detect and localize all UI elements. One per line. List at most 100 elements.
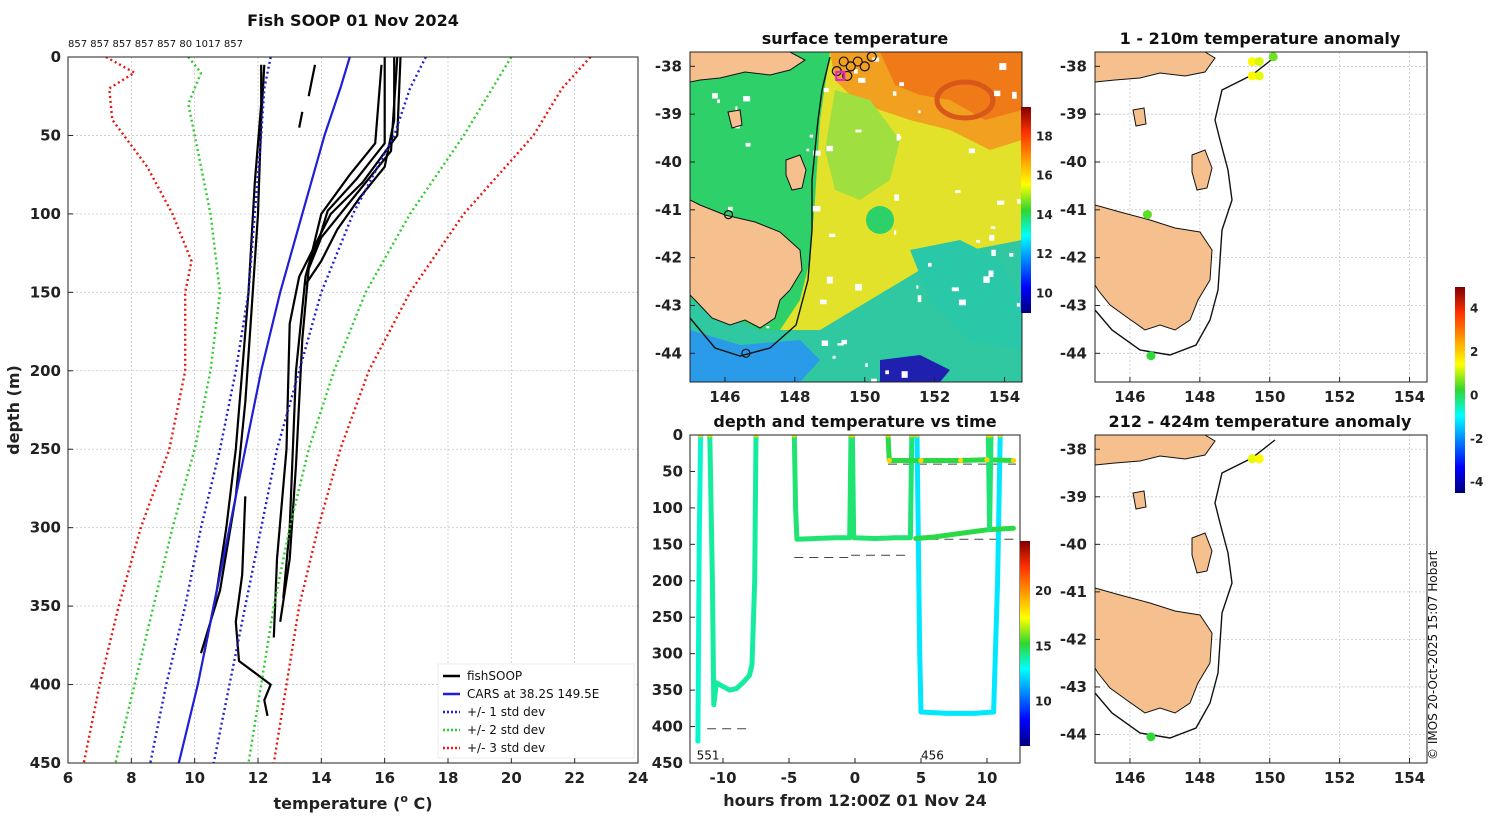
time-track xyxy=(849,435,915,541)
sst-eddy-ring xyxy=(934,79,996,121)
map-ytick-label: -41 xyxy=(1060,201,1087,219)
cloud-gap xyxy=(806,148,810,152)
credit-text: © IMOS 20-Oct-2025 15:07 Hobart xyxy=(1426,550,1440,760)
anom-bottom-points xyxy=(1146,454,1264,742)
cloud-gap xyxy=(826,276,833,284)
cloud-gap xyxy=(809,134,814,138)
xlabel-end: C) xyxy=(408,794,433,813)
time-xtick-label: 5 xyxy=(916,769,926,787)
profile-series xyxy=(82,57,592,763)
map-ytick-label: -39 xyxy=(1060,105,1087,123)
anom-top-map xyxy=(1095,52,1278,361)
time-xtick-label: 10 xyxy=(977,769,998,787)
cloud-gap xyxy=(917,295,922,303)
sst-cold-patch xyxy=(880,355,950,382)
cloud-gap xyxy=(892,91,897,96)
time-vessel-label: 551 xyxy=(697,749,720,763)
time-xtick-label: 0 xyxy=(850,769,860,787)
map-ytick-label: -41 xyxy=(1060,583,1087,601)
time-ytick-label: 350 xyxy=(652,681,683,699)
sst-colorbar-label: 10 xyxy=(1036,286,1053,300)
time-surface-point xyxy=(984,457,990,463)
sst-ticks: 146 148 150 152 154 -38 -39 -40 -41 -42 -43 -44 xyxy=(655,57,1020,406)
map-ytick-label: -40 xyxy=(655,153,682,171)
cloud-gap xyxy=(745,142,751,147)
profile-xtick-label: 12 xyxy=(248,769,269,787)
time-colorbar-label: 10 xyxy=(1035,695,1052,709)
map-ytick-label: -39 xyxy=(1060,488,1087,506)
cloud-gap xyxy=(855,129,862,133)
time-ytick-label: 450 xyxy=(652,754,683,772)
anom-top-land-vic xyxy=(1095,52,1216,83)
anom-top-title: 1 - 210m temperature anomaly xyxy=(1120,29,1401,48)
time-title: depth and temperature vs time xyxy=(713,412,996,431)
cloud-gap xyxy=(997,200,1005,205)
sst-shelf-contour xyxy=(690,56,831,357)
profile-xtick-label: 24 xyxy=(628,769,649,787)
anomaly-point xyxy=(1268,52,1278,62)
cloud-gap xyxy=(821,340,829,346)
time-surface-point xyxy=(707,435,713,438)
time-ytick-label: 100 xyxy=(652,499,683,517)
cloud-gap xyxy=(968,148,975,154)
legend-box xyxy=(437,663,635,759)
profile-panel: Fish SOOP 01 Nov 2024 857 857 857 857 85… xyxy=(4,11,648,813)
time-ytick-label: 400 xyxy=(652,718,683,736)
profile-ytick-label: 300 xyxy=(30,519,61,537)
map-ytick-label: -40 xyxy=(1060,153,1087,171)
profile-frame xyxy=(67,56,639,764)
sst-position-marker xyxy=(842,70,853,82)
map-xtick-label: 154 xyxy=(1394,388,1425,406)
sst-teal-patch xyxy=(910,240,1022,350)
time-surface-point xyxy=(909,435,915,438)
anom-top-grid xyxy=(1095,52,1427,382)
cloud-gap xyxy=(928,262,932,267)
sst-colorbar-label: 16 xyxy=(1036,169,1053,183)
time-track xyxy=(985,435,994,533)
time-surface-point xyxy=(988,435,994,438)
time-tracks xyxy=(695,435,1017,744)
anomaly-point xyxy=(1146,732,1156,742)
cloud-gap xyxy=(743,96,751,102)
map-ytick-label: -42 xyxy=(1060,630,1087,648)
anom-top-points xyxy=(1142,52,1278,361)
cloud-gap xyxy=(832,355,836,359)
cloud-gap xyxy=(813,150,821,156)
anom-bottom-grid xyxy=(1095,435,1427,763)
sst-position-marker xyxy=(741,348,751,358)
cloud-gap xyxy=(829,233,836,237)
sst-land-tasmania xyxy=(690,199,803,329)
sst-cloud-gaps xyxy=(697,57,1021,382)
cloud-gap xyxy=(994,90,1001,97)
map-xtick-label: 146 xyxy=(1114,388,1145,406)
cloud-gap xyxy=(918,110,921,114)
legend-entry: fishSOOP xyxy=(467,669,522,683)
map-xtick-label: 152 xyxy=(1324,769,1355,787)
cloud-gap xyxy=(837,343,844,346)
anom-bot-land-flinders xyxy=(1191,532,1213,574)
time-ytick-label: 200 xyxy=(652,572,683,590)
time-colorbar-ticks: 10 15 20 xyxy=(1035,584,1052,709)
anomaly-point xyxy=(1247,454,1257,464)
cloud-gap xyxy=(955,190,961,194)
anom-top-land-flinders xyxy=(1191,149,1213,191)
sst-land-kingisland xyxy=(727,109,743,129)
cloud-gap xyxy=(735,125,740,129)
cloud-gap xyxy=(871,378,877,382)
cloud-gap xyxy=(989,234,995,241)
time-surface-point xyxy=(1010,457,1017,464)
anom-colorbar xyxy=(1455,287,1465,493)
anom-bottom-ticks: 146 148 150 152 154 -38 -39 -40 -41 -42 -43 -44 xyxy=(1060,440,1425,787)
time-vessel-label: 456 xyxy=(921,749,944,763)
time-ytick-label: 150 xyxy=(652,535,683,553)
map-xtick-label: 148 xyxy=(1184,388,1215,406)
anomaly-point xyxy=(1247,57,1257,67)
profile-line xyxy=(272,57,402,638)
anom-colorbar-label: 0 xyxy=(1470,388,1478,402)
sst-green-eddy xyxy=(866,206,894,234)
cloud-gap xyxy=(991,249,996,256)
sst-position-marker xyxy=(723,210,734,220)
cloud-gap xyxy=(916,285,919,289)
